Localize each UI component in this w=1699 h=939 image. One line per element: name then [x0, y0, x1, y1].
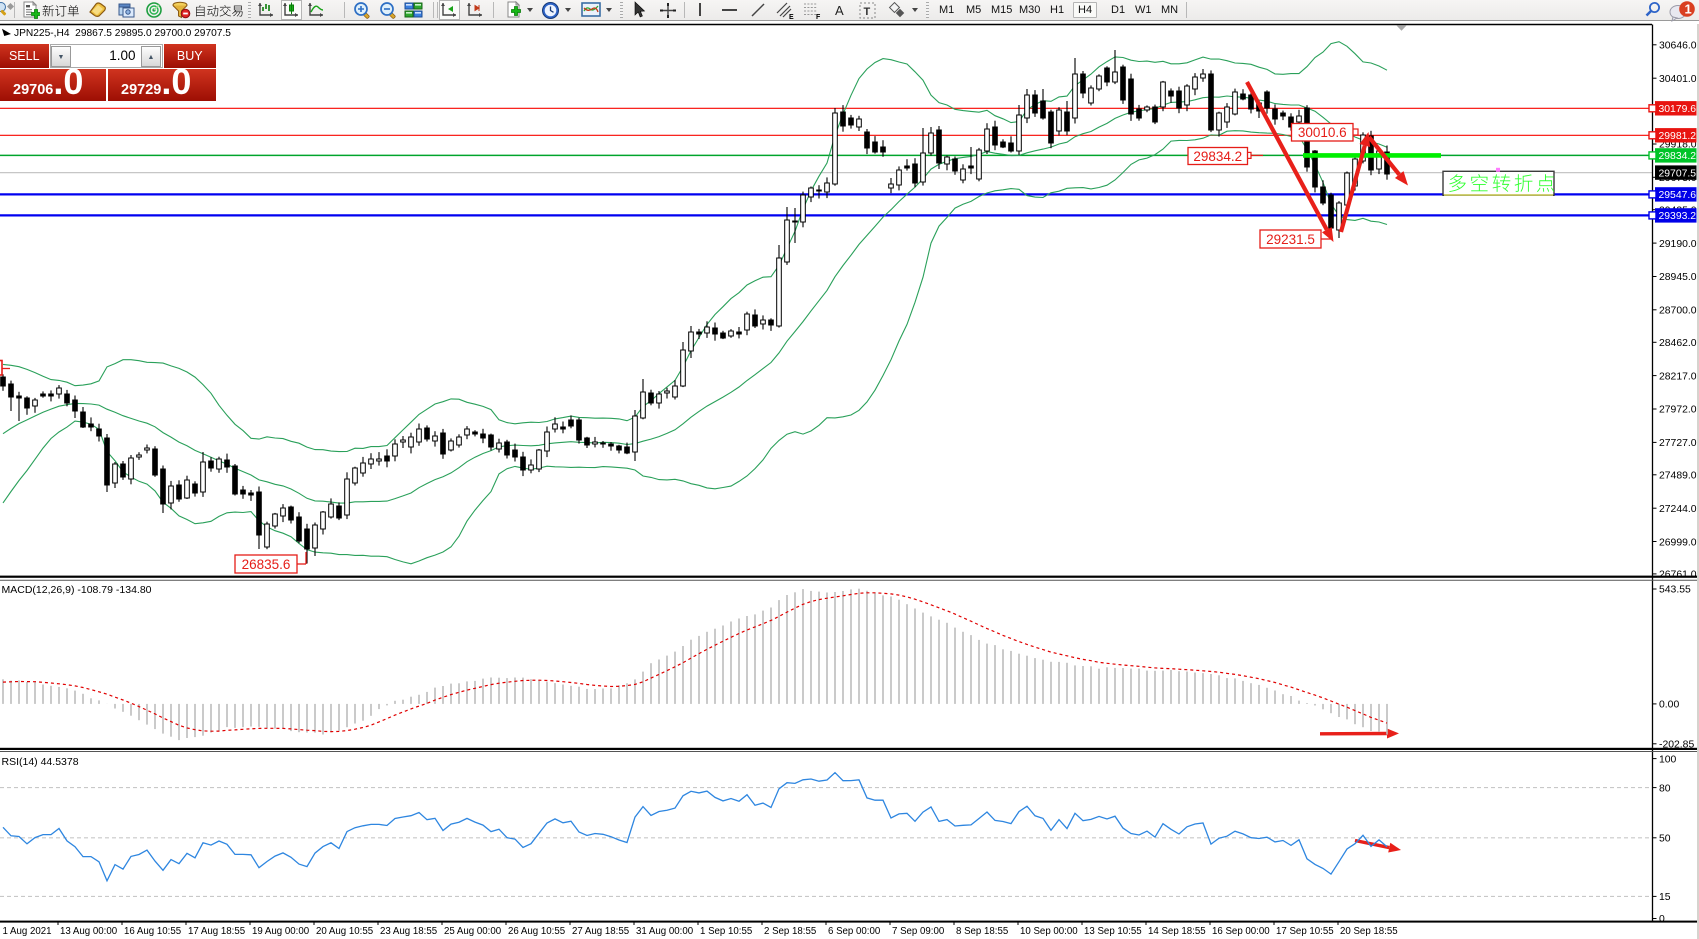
svg-text:27972.0: 27972.0: [1659, 405, 1697, 416]
svg-text:80: 80: [1659, 783, 1671, 794]
svg-text:29834.2: 29834.2: [1193, 149, 1242, 164]
svg-text:26999.0: 26999.0: [1659, 537, 1697, 548]
svg-text:6 Sep 00:00: 6 Sep 00:00: [828, 926, 881, 937]
svg-text:50: 50: [1659, 834, 1671, 845]
svg-text:29707.5: 29707.5: [1659, 168, 1697, 179]
svg-text:28217.0: 28217.0: [1659, 371, 1697, 382]
svg-text:20 Aug 10:55: 20 Aug 10:55: [316, 926, 373, 937]
svg-text:19 Aug 00:00: 19 Aug 00:00: [252, 926, 310, 937]
svg-text:8 Sep 18:55: 8 Sep 18:55: [956, 926, 1008, 937]
svg-text:30646.0: 30646.0: [1659, 41, 1697, 52]
svg-text:16 Aug 10:55: 16 Aug 10:55: [124, 926, 181, 937]
svg-text:1: 1: [1685, 2, 1692, 17]
svg-text:17 Aug 18:55: 17 Aug 18:55: [188, 926, 245, 937]
svg-text:2 Sep 18:55: 2 Sep 18:55: [764, 926, 816, 937]
svg-text:31 Aug 00:00: 31 Aug 00:00: [636, 926, 694, 937]
svg-text:E: E: [789, 14, 794, 20]
svg-text:28700.0: 28700.0: [1659, 306, 1697, 317]
svg-text:14 Sep 18:55: 14 Sep 18:55: [1148, 926, 1206, 937]
svg-text:29393.2: 29393.2: [1659, 211, 1697, 222]
svg-text:29190.0: 29190.0: [1659, 239, 1697, 250]
svg-text:30179.6: 30179.6: [1659, 104, 1697, 115]
svg-text:13 Sep 10:55: 13 Sep 10:55: [1084, 926, 1142, 937]
svg-text:27 Aug 18:55: 27 Aug 18:55: [572, 926, 629, 937]
svg-text:F: F: [816, 14, 821, 20]
svg-text:0.00: 0.00: [1659, 700, 1679, 711]
svg-text:29981.2: 29981.2: [1659, 131, 1697, 142]
svg-text:1 Aug 2021: 1 Aug 2021: [3, 926, 52, 937]
svg-text:17 Sep 10:55: 17 Sep 10:55: [1276, 926, 1334, 937]
svg-text:27727.0: 27727.0: [1659, 438, 1697, 449]
svg-text:28945.0: 28945.0: [1659, 272, 1697, 283]
svg-text:20 Sep 18:55: 20 Sep 18:55: [1340, 926, 1398, 937]
svg-text:0: 0: [1659, 914, 1665, 925]
svg-text:13 Aug 00:00: 13 Aug 00:00: [60, 926, 118, 937]
svg-text:27489.0: 27489.0: [1659, 471, 1697, 482]
svg-text:1 Sep 10:55: 1 Sep 10:55: [700, 926, 752, 937]
svg-text:MACD(12,26,9) -108.79 -134.80: MACD(12,26,9) -108.79 -134.80: [2, 584, 152, 596]
svg-text:29834.2: 29834.2: [1659, 151, 1697, 162]
svg-text:30010.6: 30010.6: [1298, 125, 1347, 140]
svg-text:30401.0: 30401.0: [1659, 74, 1697, 85]
svg-text:10 Sep 00:00: 10 Sep 00:00: [1020, 926, 1078, 937]
svg-text:7 Sep 09:00: 7 Sep 09:00: [892, 926, 945, 937]
svg-text:27244.0: 27244.0: [1659, 504, 1697, 515]
svg-text:23 Aug 18:55: 23 Aug 18:55: [380, 926, 437, 937]
svg-text:T: T: [864, 6, 871, 18]
svg-text:29918.0: 29918.0: [1659, 140, 1697, 151]
svg-text:-202.85: -202.85: [1659, 740, 1694, 751]
svg-text:26761.0: 26761.0: [1659, 570, 1697, 581]
svg-text:29547.6: 29547.6: [1659, 190, 1697, 201]
svg-text:26 Aug 10:55: 26 Aug 10:55: [508, 926, 565, 937]
svg-text:RSI(14) 44.5378: RSI(14) 44.5378: [2, 756, 79, 768]
svg-text:29231.5: 29231.5: [1266, 232, 1315, 247]
svg-text:100: 100: [1659, 754, 1677, 765]
svg-text:16 Sep 00:00: 16 Sep 00:00: [1212, 926, 1270, 937]
svg-text:25 Aug 00:00: 25 Aug 00:00: [444, 926, 502, 937]
svg-text:543.55: 543.55: [1659, 585, 1691, 596]
svg-text:15: 15: [1659, 892, 1671, 903]
svg-text:26835.6: 26835.6: [242, 557, 291, 572]
svg-text:28462.0: 28462.0: [1659, 338, 1697, 349]
